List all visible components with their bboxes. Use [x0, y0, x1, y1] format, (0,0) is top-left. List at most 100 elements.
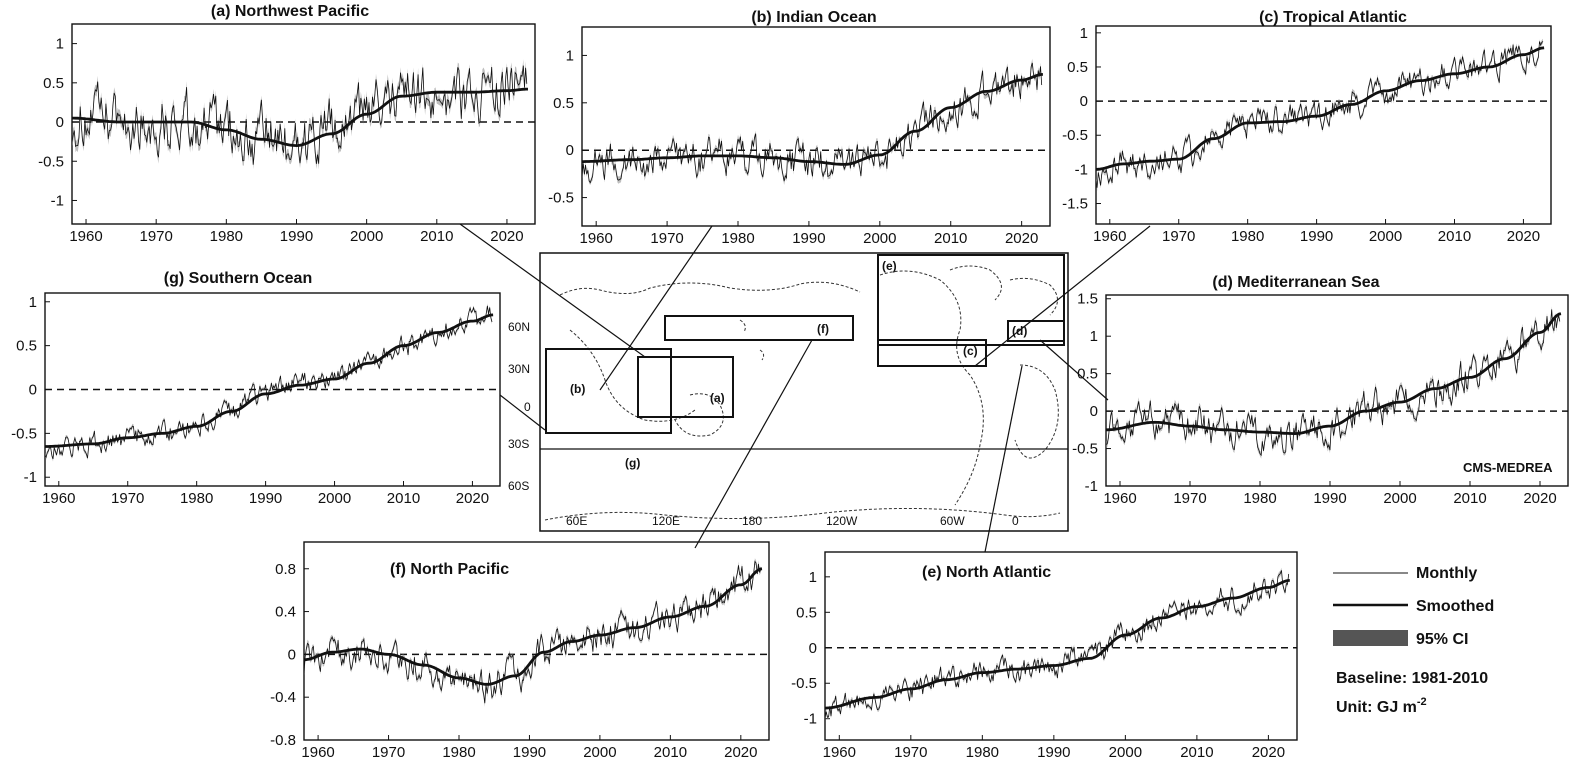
- panel-g: (g) Southern Ocean 1960 1970 1980 1990 2000 20…: [11, 270, 501, 507]
- lon-label-120w: 120W: [826, 514, 858, 528]
- region-box-f: [664, 315, 854, 341]
- panel-title-b: (b) Indian Ocean: [751, 9, 876, 26]
- lat-label-0: 0: [524, 400, 531, 414]
- region-tag-f: (f): [817, 322, 829, 336]
- plot-frame-d: [1105, 294, 1569, 487]
- connector-e: [984, 365, 1023, 553]
- x-tick-label: 2000: [583, 744, 616, 761]
- coast-greenland-europe: [949, 265, 1058, 316]
- region-tag-a: (a): [710, 391, 725, 405]
- y-tick-label: 0: [1090, 403, 1098, 420]
- panel-title-g: (g) Southern Ocean: [164, 270, 312, 287]
- x-tick-label: 2020: [724, 744, 757, 761]
- y-tick-label: -0.5: [791, 675, 817, 692]
- x-tick-label: 2010: [934, 230, 967, 247]
- panel-b: (b) Indian Ocean 1960 1970 1980 1990 2000 2010…: [548, 9, 1051, 247]
- coast-australia: [674, 393, 724, 437]
- x-tick-label: 2000: [863, 230, 896, 247]
- x-tick-label: 2020: [456, 490, 489, 507]
- x-tick-label: 1980: [1243, 490, 1276, 507]
- panel-e: (e) North Atlantic 1960 1970 1980 1990 2000 20…: [791, 551, 1298, 761]
- region-boxes: [540, 254, 1068, 450]
- legend-smoothed-label: Smoothed: [1416, 598, 1494, 615]
- monthly-line-f: [303, 560, 762, 704]
- lon-label-0: 0: [1012, 514, 1019, 528]
- x-tick-label: 1970: [372, 744, 405, 761]
- y-tick-label: -0.8: [270, 732, 296, 749]
- panel-annotation-d: CMS-MEDREA: [1463, 460, 1553, 475]
- y-tick-label: 1.5: [1077, 291, 1098, 308]
- y-tick-label: 1: [56, 36, 64, 53]
- connector-c: [974, 225, 1151, 367]
- region-box-a: [637, 356, 734, 418]
- lon-labels: 60E 120E 180 120W 60W 0: [566, 514, 1019, 528]
- x-tick-label: 2000: [1109, 744, 1142, 761]
- x-tick-label: 1980: [721, 230, 754, 247]
- monthly-line-b: [581, 62, 1043, 184]
- monthly-line-c: [1095, 41, 1544, 188]
- connector-a: [459, 223, 646, 358]
- monthly-line-a: [71, 65, 528, 165]
- x-tick-label: 1970: [139, 228, 172, 245]
- region-tag-e: (e): [882, 259, 897, 273]
- region-tag-c: (c): [963, 344, 978, 358]
- lat-labels: 60N 30N 0 30S 60S: [508, 320, 531, 493]
- y-tick-label: 0.5: [1077, 366, 1098, 383]
- smoothed-line-b: [582, 73, 1043, 166]
- x-tick-label: 1960: [1093, 228, 1126, 245]
- lat-label-60n: 60N: [508, 320, 530, 334]
- x-tick-label: 1990: [1313, 490, 1346, 507]
- legend-monthly-label: Monthly: [1416, 565, 1477, 582]
- x-tick-label: 1990: [1300, 228, 1333, 245]
- coastlines: [544, 265, 1061, 521]
- x-tick-label: 2020: [490, 228, 523, 245]
- y-tick-label: 0: [809, 640, 817, 657]
- legend-unit-text: Unit: GJ m: [1336, 699, 1417, 716]
- region-tags: (a) (b) (c) (d) (e) (f) (g): [570, 259, 1027, 470]
- lat-label-30s: 30S: [508, 437, 529, 451]
- x-tick-label: 2020: [1523, 490, 1556, 507]
- x-tick-label: 1970: [111, 490, 144, 507]
- y-tick-label: 0.5: [16, 338, 37, 355]
- x-tick-label: 1960: [579, 230, 612, 247]
- legend-ci-swatch: [1333, 630, 1408, 646]
- region-tag-g: (g): [625, 456, 640, 470]
- x-tick-label: 1970: [650, 230, 683, 247]
- monthly-line-g: [44, 305, 493, 460]
- x-tick-label: 2000: [318, 490, 351, 507]
- y-tick-label: -0.5: [38, 153, 64, 170]
- y-tick-label: 1: [566, 47, 574, 64]
- y-tick-label: -0.4: [270, 689, 296, 706]
- smoothed-line-d: [1106, 312, 1562, 436]
- monthly-line-e: [824, 570, 1290, 719]
- panel-c: (c) Tropical Atlantic 1960 1970 1980 1990 200…: [1062, 9, 1552, 245]
- world-map-inset: 60N 30N 0 30S 60S 60E 120E 180 120W 60W …: [508, 252, 1069, 532]
- plot-frame-e: [824, 551, 1298, 741]
- panel-title-a: (a) Northwest Pacific: [211, 3, 369, 20]
- map-frame: [539, 252, 1069, 532]
- y-tick-label: 0.8: [275, 561, 296, 578]
- legend-baseline: Baseline: 1981-2010: [1336, 670, 1488, 687]
- y-tick-label: 1: [809, 569, 817, 586]
- x-tick-label: 1960: [69, 228, 102, 245]
- y-tick-label: 1: [29, 294, 37, 311]
- x-tick-label: 1990: [1037, 744, 1070, 761]
- y-tick-label: 0.5: [43, 75, 64, 92]
- x-tick-label: 1960: [1103, 490, 1136, 507]
- legend-unit: Unit: GJ m-2: [1336, 696, 1427, 716]
- y-tick-label: -1: [1075, 161, 1088, 178]
- x-tick-label: 2020: [1252, 744, 1285, 761]
- x-tick-label: 2000: [1383, 490, 1416, 507]
- panel-f: (f) North Pacific 1960 1970 1980 1990 2000 201…: [270, 541, 770, 761]
- connector-lines: [459, 223, 1151, 553]
- x-tick-label: 1970: [1162, 228, 1195, 245]
- coast-antarctica: [544, 507, 1061, 521]
- y-tick-label: -1.5: [1062, 196, 1088, 213]
- y-tick-label: 1: [1080, 25, 1088, 42]
- lat-label-30n: 30N: [508, 362, 530, 376]
- y-tick-label: -0.5: [548, 190, 574, 207]
- y-tick-label: -1: [804, 711, 817, 728]
- x-tick-label: 1980: [442, 744, 475, 761]
- y-tick-label: -0.5: [11, 425, 37, 442]
